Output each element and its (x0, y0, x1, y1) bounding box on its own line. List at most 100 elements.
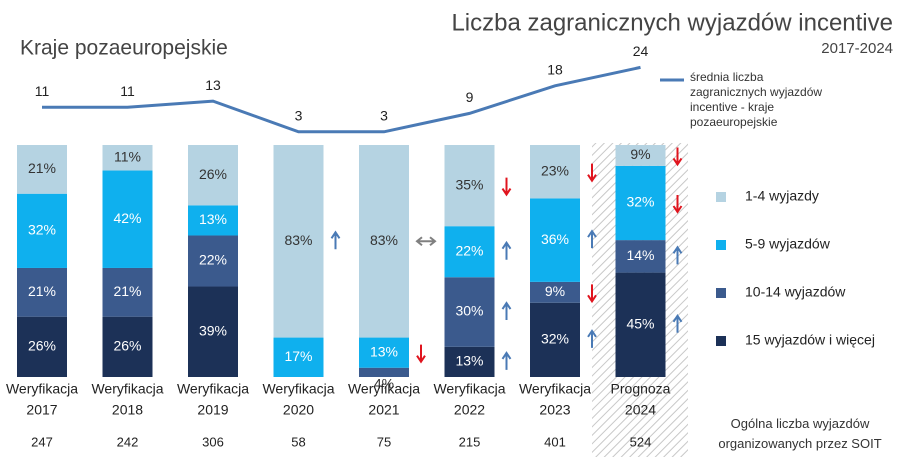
totals-label: Ogólna liczba wyjazdów organizowanych pr… (718, 416, 882, 451)
trend-arrow (587, 163, 597, 183)
legend-swatch (716, 336, 726, 346)
bar-segment (102, 170, 153, 268)
line-value-label: 11 (35, 83, 50, 99)
x-tick-label: Weryfikacja (91, 381, 163, 397)
value-label: 32% (626, 194, 654, 210)
value-label: 36% (541, 231, 569, 247)
value-label: 83% (370, 232, 398, 248)
x-tick-label: Prognoza (611, 381, 671, 397)
x-tick-label: Weryfikacja (262, 381, 334, 397)
bar-segment (188, 145, 238, 206)
value-label: 35% (455, 176, 483, 192)
legend-label: 15 wyjazdów i więcej (745, 332, 875, 348)
legend-label: 10-14 wyjazdów (745, 284, 846, 300)
line-legend-text: średnia liczba zagranicznych wyjazdów in… (690, 70, 823, 129)
region-label: Kraje pozaeuropejskie (20, 37, 228, 60)
x-tick-label: 2019 (197, 402, 228, 418)
bar-segment (444, 346, 495, 377)
line-value-label: 24 (633, 43, 649, 59)
bar-segment (444, 226, 495, 278)
trend-arrow (416, 344, 426, 364)
bar-segment (530, 281, 580, 303)
bar-segment (530, 145, 580, 199)
trend-arrow (587, 284, 597, 304)
trend-arrow (672, 195, 683, 214)
total-label: 215 (459, 434, 481, 449)
bar-segment (102, 145, 153, 171)
bar-segment (615, 145, 666, 166)
trend-arrow (672, 147, 683, 167)
value-label: 32% (28, 222, 56, 238)
value-label: 30% (455, 303, 483, 319)
value-label: 11% (114, 148, 141, 164)
value-label: 32% (541, 331, 569, 347)
value-label: 26% (28, 338, 56, 354)
legend-swatch (716, 192, 726, 202)
line-value-label: 11 (120, 83, 135, 99)
total-label: 401 (544, 434, 566, 449)
total-label: 242 (117, 434, 139, 449)
line-value-label: 9 (466, 89, 474, 105)
value-label: 14% (626, 247, 654, 263)
line-value-label: 18 (547, 62, 563, 78)
total-label: 58 (291, 434, 305, 449)
bar-segment (17, 193, 67, 268)
x-tick-label: 2022 (454, 402, 485, 418)
value-label: 23% (541, 162, 569, 178)
value-label: 45% (626, 316, 654, 332)
total-label: 306 (202, 434, 224, 449)
bar-segment (102, 316, 153, 377)
value-label: 9% (545, 283, 565, 299)
bar-segment (188, 205, 238, 236)
bar-segment (615, 272, 666, 377)
bar-segment (17, 145, 67, 194)
value-label: 4% (374, 376, 394, 392)
bar-segment (530, 302, 580, 377)
value-label: 26% (199, 166, 227, 182)
x-tick-label: 2023 (539, 402, 570, 418)
bar-segment (444, 145, 495, 227)
value-label: 22% (455, 242, 483, 258)
bar-segment (188, 286, 238, 377)
x-tick-label: 2018 (112, 402, 143, 418)
value-label: 21% (113, 283, 141, 299)
line-value-label: 3 (295, 108, 303, 124)
average-line (42, 65, 641, 134)
value-label: 42% (113, 210, 141, 226)
trend-arrow (501, 351, 512, 370)
bar-segment (359, 337, 409, 368)
bar-segment (188, 235, 238, 287)
legend-label: 1-4 wyjazdy (745, 188, 819, 204)
line-legend: średnia liczba zagranicznych wyjazdów in… (690, 70, 823, 129)
chart-subtitle: 2017-2024 (821, 40, 893, 57)
value-label: 13% (199, 211, 227, 227)
bar-segment (102, 267, 153, 317)
value-label: 21% (28, 160, 56, 176)
value-label: 21% (28, 283, 56, 299)
trend-arrow (672, 313, 683, 333)
bar-segment (273, 145, 324, 338)
x-tick-label: Weryfikacja (348, 381, 420, 397)
bar-segment (359, 145, 409, 338)
value-label: 17% (284, 348, 312, 364)
x-tick-label: Weryfikacja (519, 381, 591, 397)
bar-segment (530, 198, 580, 282)
legend-label: 5-9 wyjazdów (745, 236, 831, 252)
trend-arrow (330, 230, 341, 250)
trend-arrow (587, 229, 597, 249)
x-tick-label: Weryfikacja (6, 381, 78, 397)
line-value-label: 3 (380, 108, 388, 124)
x-tick-label: 2021 (368, 402, 399, 418)
x-tick-label: 2020 (283, 402, 314, 418)
trend-arrow (415, 236, 437, 247)
value-label: 9% (630, 146, 650, 162)
legend-swatch (716, 240, 726, 250)
x-tick-label: 2017 (26, 402, 57, 418)
value-label: 26% (113, 338, 141, 354)
trend-arrow (587, 329, 597, 348)
value-label: 13% (455, 353, 483, 369)
trend-arrow (501, 240, 512, 260)
value-label: 83% (284, 232, 312, 248)
bar-segment (17, 316, 67, 377)
